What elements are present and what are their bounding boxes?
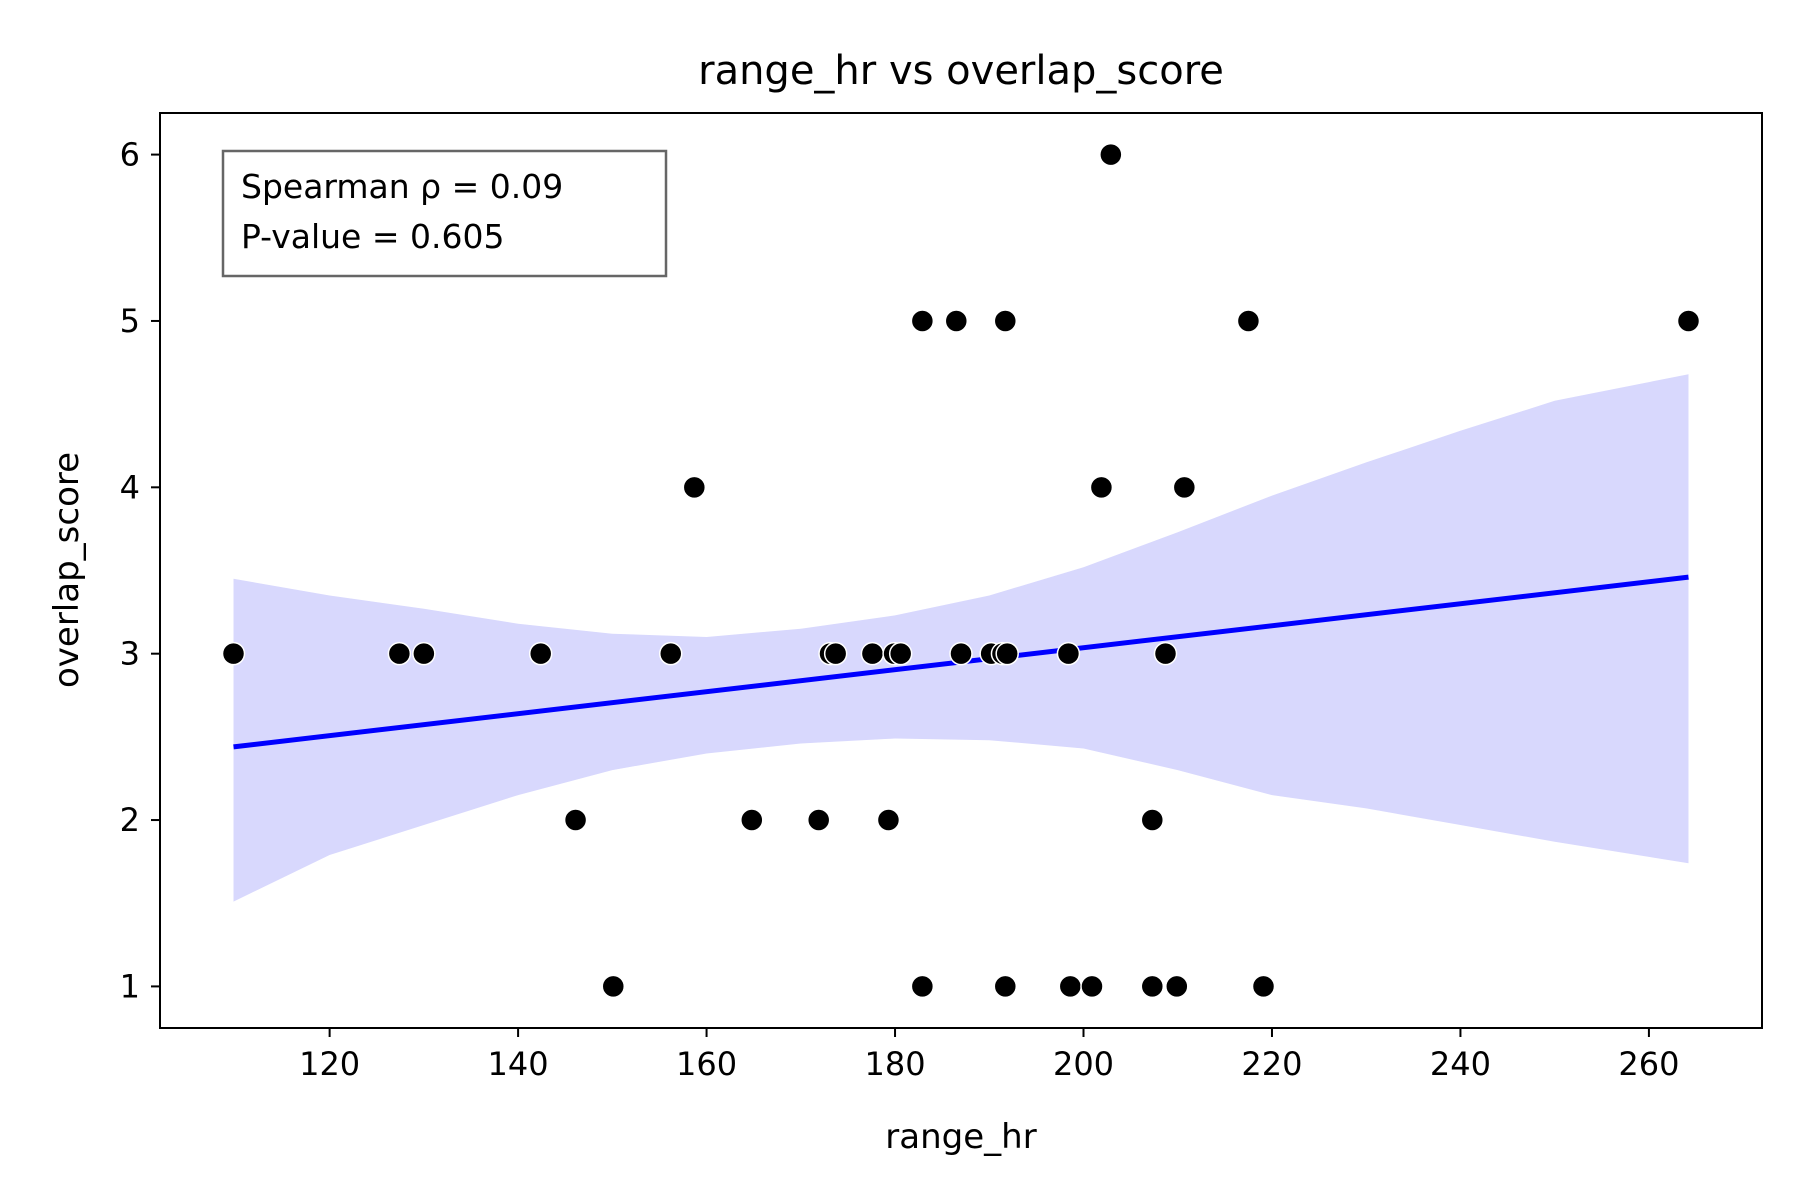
data-point xyxy=(682,475,707,500)
data-point xyxy=(1236,309,1261,333)
data-point xyxy=(944,309,969,333)
chart-title: range_hr vs overlap_score xyxy=(698,48,1224,94)
data-point xyxy=(1089,475,1114,500)
data-point xyxy=(601,974,626,999)
data-point xyxy=(949,641,973,666)
data-point xyxy=(412,641,436,666)
data-point xyxy=(1140,808,1165,832)
stats-annotation-box: Spearman ρ = 0.09 P-value = 0.605 xyxy=(221,149,668,278)
data-point xyxy=(1058,974,1083,999)
y-tick-label: 4 xyxy=(120,468,140,506)
data-point xyxy=(1080,974,1104,999)
data-point xyxy=(993,974,1018,999)
data-point xyxy=(1153,641,1178,666)
x-tick-label: 260 xyxy=(1618,1045,1679,1083)
confidence-band-layer xyxy=(233,374,1689,902)
data-point xyxy=(221,641,246,666)
confidence-band xyxy=(233,374,1689,902)
x-tick-label: 200 xyxy=(1053,1045,1114,1083)
data-point xyxy=(1056,641,1081,666)
annotation-frame xyxy=(221,149,668,278)
x-axis-ticks: 120 140 160 180 200 220 240 260 xyxy=(299,1028,1679,1083)
data-point xyxy=(888,641,913,666)
data-point xyxy=(1251,974,1276,999)
data-point xyxy=(528,641,553,666)
x-tick-label: 120 xyxy=(299,1045,360,1083)
data-point xyxy=(1172,475,1197,500)
pvalue-text: P-value = 0.605 xyxy=(241,217,504,256)
y-tick-label: 3 xyxy=(120,635,140,673)
y-axis-label: overlap_score xyxy=(47,452,87,688)
data-point xyxy=(740,808,764,832)
x-tick-label: 180 xyxy=(864,1045,925,1083)
x-tick-label: 240 xyxy=(1430,1045,1491,1083)
data-point xyxy=(806,808,831,832)
x-tick-label: 140 xyxy=(488,1045,549,1083)
y-tick-label: 2 xyxy=(120,801,140,839)
x-axis-label: range_hr xyxy=(885,1117,1036,1157)
data-points-layer xyxy=(221,142,1701,999)
data-point xyxy=(1165,974,1189,999)
y-tick-label: 1 xyxy=(120,967,140,1005)
plot-frame xyxy=(159,112,1763,1029)
data-point xyxy=(387,641,412,666)
data-point xyxy=(823,641,848,666)
data-point xyxy=(659,641,683,666)
y-tick-label: 6 xyxy=(120,136,140,174)
y-axis-ticks: 1 2 3 4 5 6 xyxy=(120,136,160,1005)
data-point xyxy=(860,641,885,666)
data-point xyxy=(993,309,1018,333)
x-tick-label: 220 xyxy=(1241,1045,1302,1083)
data-point xyxy=(1676,309,1701,333)
data-point xyxy=(1099,142,1123,167)
data-point xyxy=(876,808,901,832)
spearman-text: Spearman ρ = 0.09 xyxy=(241,167,563,206)
data-point xyxy=(563,808,588,832)
data-point xyxy=(910,309,935,333)
data-point xyxy=(995,641,1019,666)
data-point xyxy=(1140,974,1165,999)
y-tick-label: 5 xyxy=(120,302,140,340)
x-tick-label: 160 xyxy=(676,1045,737,1083)
data-point xyxy=(910,974,935,999)
